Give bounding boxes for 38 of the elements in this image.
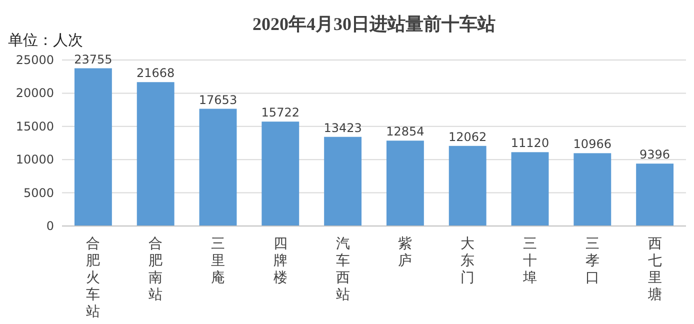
y-tick-label: 10000 <box>16 152 54 167</box>
bar <box>324 136 362 226</box>
data-label: 12854 <box>386 124 424 139</box>
bar <box>448 146 486 226</box>
data-label: 9396 <box>640 148 670 162</box>
x-tick-label: 三里庵 <box>211 236 225 286</box>
y-axis-title: 单位：人次 <box>8 31 83 49</box>
y-tick-label: 20000 <box>16 86 54 100</box>
x-tick-label: 三孝口 <box>585 236 600 286</box>
x-tick-label: 紫庐 <box>398 236 412 269</box>
bar <box>386 140 424 226</box>
bar <box>636 164 674 226</box>
y-tick-label: 0 <box>46 219 54 233</box>
data-label: 15722 <box>261 106 300 120</box>
data-label: 23755 <box>74 52 112 66</box>
data-label: 10966 <box>573 137 612 152</box>
data-label: 21668 <box>136 66 175 80</box>
x-tick-label: 合肥南站 <box>148 236 163 303</box>
data-label: 17653 <box>198 92 238 107</box>
chart-title: 2020年4月30日进站量前十车站 <box>252 14 496 34</box>
y-tick-label: 15000 <box>16 119 54 134</box>
x-tick-label: 四牌楼 <box>273 236 288 286</box>
x-tick-label: 汽车西站 <box>336 236 350 303</box>
data-label: 12062 <box>448 130 487 144</box>
bar <box>574 153 612 226</box>
y-tick-label: 25000 <box>16 53 54 67</box>
x-tick-label: 大东门 <box>460 236 475 286</box>
x-tick-label: 三十埠 <box>522 236 537 286</box>
bar <box>511 152 549 226</box>
y-tick-label: 5000 <box>23 186 54 200</box>
bar <box>262 122 300 226</box>
data-label: 11120 <box>510 136 550 150</box>
x-tick-label: 合肥火车站 <box>86 236 100 320</box>
x-tick-label: 西七里塘 <box>646 236 662 303</box>
bar <box>74 68 112 226</box>
bar <box>199 108 237 226</box>
bar <box>136 82 174 226</box>
data-label: 13423 <box>324 120 362 135</box>
